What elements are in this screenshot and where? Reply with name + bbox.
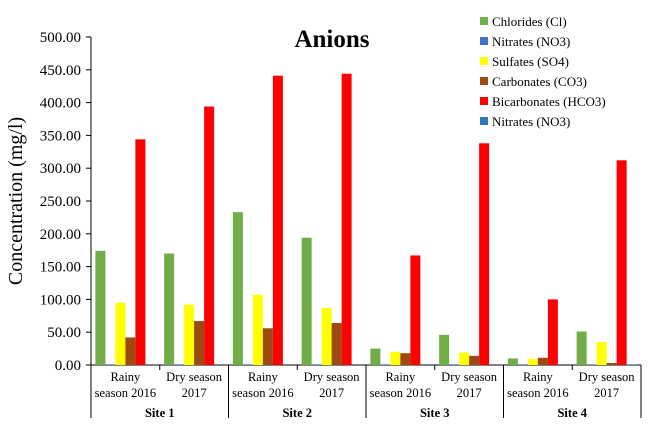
category-label: 2017 xyxy=(457,386,482,400)
bar-5-2 xyxy=(204,106,215,365)
y-tick-label: 200.00 xyxy=(40,227,81,243)
bar-2-5 xyxy=(380,364,391,365)
bar-2-6 xyxy=(449,364,460,365)
bar-2-2 xyxy=(174,364,185,365)
bar-3-2 xyxy=(184,304,195,365)
bar-5-5 xyxy=(410,255,421,365)
category-label: Rainy xyxy=(110,370,141,384)
category-label: Dry season xyxy=(304,370,361,384)
category-label: season 2016 xyxy=(95,386,156,400)
bar-1-2 xyxy=(164,253,175,365)
y-tick-label: 500.00 xyxy=(40,30,81,46)
bar-3-5 xyxy=(390,351,401,365)
y-tick-label: 100.00 xyxy=(40,292,81,308)
bar-1-3 xyxy=(232,212,243,365)
bar-3-6 xyxy=(459,352,470,365)
y-tick-label: 450.00 xyxy=(40,63,81,79)
group-label: Site 4 xyxy=(557,406,587,420)
group-label: Site 2 xyxy=(282,406,312,420)
x-labels: Rainy season 2016 Dry season 2017 Rainy seaso… xyxy=(95,370,636,420)
legend-swatch-4 xyxy=(480,77,488,85)
y-tick-label: 150.00 xyxy=(40,260,81,276)
legend-label-1: Chlorides (Cl) xyxy=(492,14,567,29)
category-label: season 2016 xyxy=(507,386,568,400)
legend-label-6: Nitrates (NO3) xyxy=(492,114,570,129)
y-tick-label: 400.00 xyxy=(40,96,81,112)
bar-4-5 xyxy=(400,353,411,365)
bar-4-3 xyxy=(262,328,273,365)
bar-4-7 xyxy=(537,357,548,365)
category-label: 2017 xyxy=(319,386,344,400)
legend-swatch-3 xyxy=(480,57,488,65)
group-label: Site 3 xyxy=(420,406,450,420)
bar-1-4 xyxy=(301,237,312,365)
bar-5-7 xyxy=(547,299,558,365)
y-tick-label: 0.00 xyxy=(55,358,81,374)
bar-1-5 xyxy=(370,348,381,365)
category-label: 2017 xyxy=(594,386,619,400)
category-label: Rainy xyxy=(385,370,416,384)
legend: Chlorides (Cl) Nitrates (NO3) Sulfates (SO… xyxy=(480,14,606,129)
bar-2-3 xyxy=(242,364,253,365)
legend-label-3: Sulfates (SO4) xyxy=(492,54,569,69)
bar-3-7 xyxy=(527,359,538,365)
bar-4-1 xyxy=(125,337,136,365)
category-label: Rainy xyxy=(523,370,554,384)
bar-5-1 xyxy=(135,139,146,365)
legend-swatch-5 xyxy=(480,97,488,105)
legend-label-4: Carbonates (CO3) xyxy=(492,74,587,89)
y-tick-label: 350.00 xyxy=(40,128,81,144)
category-label: season 2016 xyxy=(232,386,293,400)
bar-4-4 xyxy=(331,323,342,365)
bar-2-1 xyxy=(105,364,116,365)
bar-6-8 xyxy=(626,364,637,365)
bar-1-6 xyxy=(439,334,450,365)
bar-1-8 xyxy=(576,331,587,365)
legend-label-5: Bicarbonates (HCO3) xyxy=(492,94,606,109)
bar-4-6 xyxy=(469,355,480,365)
bar-3-8 xyxy=(596,342,607,365)
bar-5-6 xyxy=(479,143,490,365)
category-label: Dry season xyxy=(441,370,498,384)
bar-1-7 xyxy=(507,358,518,365)
y-tick-label: 250.00 xyxy=(40,194,81,210)
bar-5-8 xyxy=(616,160,627,365)
y-tick-label: 300.00 xyxy=(40,161,81,177)
bar-4-8 xyxy=(606,363,617,365)
bar-2-4 xyxy=(311,364,322,365)
bar-3-3 xyxy=(252,294,263,365)
legend-swatch-1 xyxy=(480,17,488,25)
legend-swatch-6 xyxy=(480,117,488,125)
legend-swatch-2 xyxy=(480,37,488,45)
y-tick-label: 50.00 xyxy=(47,325,81,341)
bar-3-4 xyxy=(321,307,332,365)
bar-4-2 xyxy=(194,321,205,365)
bar-5-3 xyxy=(272,75,283,365)
category-label: Dry season xyxy=(166,370,223,384)
legend-label-2: Nitrates (NO3) xyxy=(492,34,570,49)
bar-2-7 xyxy=(517,364,528,365)
y-axis-label: Concentration (mg/l) xyxy=(5,117,27,285)
category-label: 2017 xyxy=(182,386,207,400)
category-label: season 2016 xyxy=(370,386,431,400)
group-label: Site 1 xyxy=(145,406,175,420)
bar-5-4 xyxy=(341,73,352,366)
category-label: Rainy xyxy=(248,370,279,384)
bars xyxy=(95,73,637,366)
bar-2-8 xyxy=(586,364,597,365)
y-ticks: 0.00 50.00 100.00 150.00 200.00 250.00 300.00 3… xyxy=(40,30,91,374)
category-label: Dry season xyxy=(579,370,636,384)
bar-1-1 xyxy=(95,250,106,365)
chart-title: Anions xyxy=(294,26,369,53)
bar-3-1 xyxy=(115,302,126,365)
